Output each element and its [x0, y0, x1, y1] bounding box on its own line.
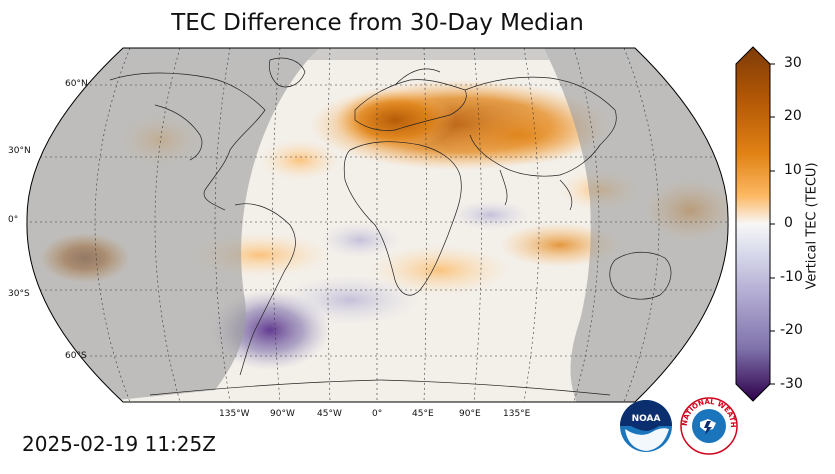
lat-label-0: 0°	[8, 215, 19, 225]
cbar-tick-0: 0	[784, 215, 793, 231]
lon-label-90w: 90°W	[270, 409, 295, 419]
lat-label-30n: 30°N	[8, 146, 31, 156]
lon-label-135e: 135°E	[503, 409, 531, 419]
map-data-layer	[26, 48, 729, 402]
graticule	[26, 48, 729, 402]
cbar-tick-neg10: -10	[780, 269, 803, 285]
noaa-logo: NOAA	[620, 400, 672, 452]
lon-label-0: 0°	[372, 409, 383, 419]
cbar-tick-30: 30	[784, 55, 802, 71]
lat-label-30s: 30°S	[8, 289, 30, 299]
lon-label-135w: 135°W	[219, 409, 250, 419]
colorbar-title: Vertical TEC (TECU)	[804, 162, 820, 290]
coastlines	[109, 57, 672, 396]
cbar-tick-neg30: -30	[780, 376, 803, 392]
cbar-tick-10: 10	[784, 162, 802, 178]
noaa-logo-text: NOAA	[632, 414, 661, 424]
timestamp: 2025-02-19 11:25Z	[22, 432, 216, 456]
lat-label-60s: 60°S	[65, 351, 87, 361]
colorbar	[735, 46, 775, 402]
cbar-tick-neg20: -20	[780, 322, 803, 338]
lon-label-45w: 45°W	[317, 409, 342, 419]
page-title: TEC Difference from 30-Day Median	[171, 10, 584, 36]
lon-label-90e: 90°E	[459, 409, 481, 419]
cbar-tick-20: 20	[784, 108, 802, 124]
nws-logo: NATIONAL WEATHER SERVICE	[680, 397, 738, 455]
lat-label-60n: 60°N	[65, 79, 88, 89]
lon-label-45e: 45°E	[412, 409, 434, 419]
map-outline	[26, 47, 729, 403]
